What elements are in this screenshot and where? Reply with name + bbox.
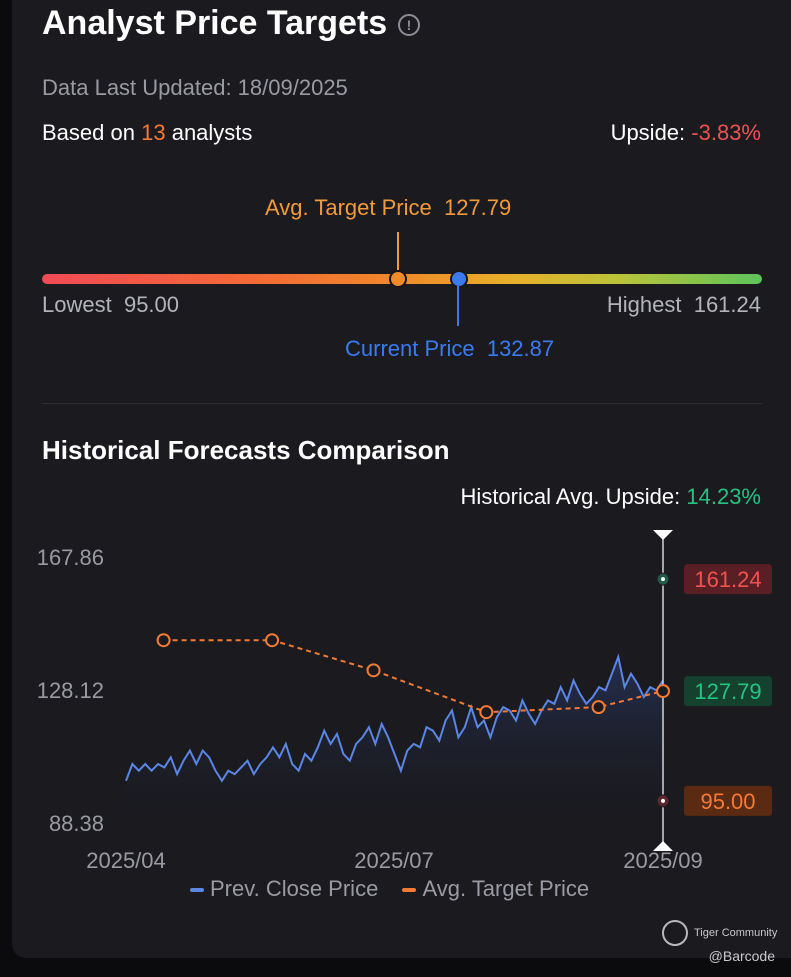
current-price-stem — [457, 286, 459, 326]
legend-avg-target[interactable]: Avg. Target Price — [402, 876, 589, 901]
avg-badge — [684, 676, 772, 707]
upside-label: Upside: — [610, 120, 686, 145]
chart-legend: Prev. Close Price Avg. Target Price — [190, 876, 607, 902]
lowest-label: Lowest — [42, 292, 112, 317]
historical-section-title: Historical Forecasts Comparison — [42, 435, 450, 465]
low-marker-center — [661, 798, 665, 803]
avg-target-line — [163, 639, 664, 714]
avg-badge-label: 127.79 — [694, 679, 761, 704]
current-price-label-text: Current Price — [345, 336, 475, 361]
avg-target-marker — [389, 270, 407, 288]
legend-target-label: Avg. Target Price — [422, 876, 590, 901]
highest-label: Highest — [606, 292, 682, 317]
avg-target-point — [656, 684, 670, 699]
current-price-value: 132.87 — [486, 336, 555, 361]
legend-close-label: Prev. Close Price — [210, 876, 379, 901]
low-badge — [684, 785, 772, 816]
avg-target-point — [366, 663, 381, 678]
avg-target-stem — [397, 232, 399, 274]
legend-close-price[interactable]: Prev. Close Price — [190, 876, 378, 901]
avg-target-point — [479, 705, 494, 720]
historical-avg-upside-label: Historical Avg. Upside: — [460, 484, 681, 509]
brand-watermark: Tiger Community — [662, 920, 777, 946]
x-tick-label: 2025/09 — [623, 848, 703, 873]
cursor-bottom-triangle — [653, 841, 673, 851]
avg-target-point — [156, 633, 171, 648]
high-marker-center — [661, 577, 665, 582]
last-updated-text: Data Last Updated: 18/09/2025 — [42, 75, 348, 100]
brand-handle: @Barcode — [708, 948, 775, 964]
y-tick-label: 167.86 — [37, 545, 104, 570]
x-tick-label: 2025/07 — [354, 848, 434, 873]
upside-text: Upside: -3.83% — [611, 120, 761, 146]
lowest-target: Lowest 95.00 — [42, 292, 179, 318]
close-price-line — [125, 653, 664, 783]
brand-name: Tiger Community — [694, 927, 778, 939]
lowest-value: 95.00 — [123, 292, 180, 317]
historical-avg-upside-value: 14.23% — [686, 484, 761, 509]
based-suffix: analysts — [171, 120, 253, 145]
x-tick-label: 2025/04 — [86, 848, 166, 873]
highest-target: Highest 161.24 — [607, 292, 761, 318]
high-badge — [684, 564, 772, 595]
avg-target-value: 127.79 — [443, 195, 512, 220]
high-badge-label: 161.24 — [694, 567, 761, 592]
info-icon[interactable]: ! — [398, 14, 420, 36]
avg-target-point — [265, 633, 280, 648]
close-price-area — [126, 656, 663, 823]
tiger-logo-icon — [662, 920, 688, 946]
avg-target-point — [591, 700, 606, 715]
current-price-marker — [450, 270, 468, 288]
avg-target-label-text: Avg. Target Price — [265, 195, 432, 220]
analyst-count-text: Based on 13 analysts — [42, 120, 252, 146]
low-badge-label: 95.00 — [700, 789, 755, 814]
upside-value: -3.83% — [691, 120, 761, 145]
cursor-top-triangle — [653, 530, 673, 540]
analyst-count: 13 — [141, 120, 166, 145]
avg-target-label: Avg. Target Price 127.79 — [265, 195, 511, 221]
y-tick-label: 128.12 — [37, 678, 104, 703]
historical-forecast-chart[interactable]: 167.86 128.12 88.38 2025/04 2025/07 2025/09 16… — [0, 520, 791, 880]
y-tick-label: 88.38 — [49, 811, 104, 836]
page-title: Analyst Price Targets — [42, 4, 388, 42]
current-price-label: Current Price 132.87 — [345, 336, 554, 362]
based-prefix: Based on — [42, 120, 135, 145]
section-divider — [42, 403, 762, 404]
historical-avg-upside: Historical Avg. Upside: 14.23% — [461, 484, 761, 510]
highest-value: 161.24 — [693, 292, 761, 317]
